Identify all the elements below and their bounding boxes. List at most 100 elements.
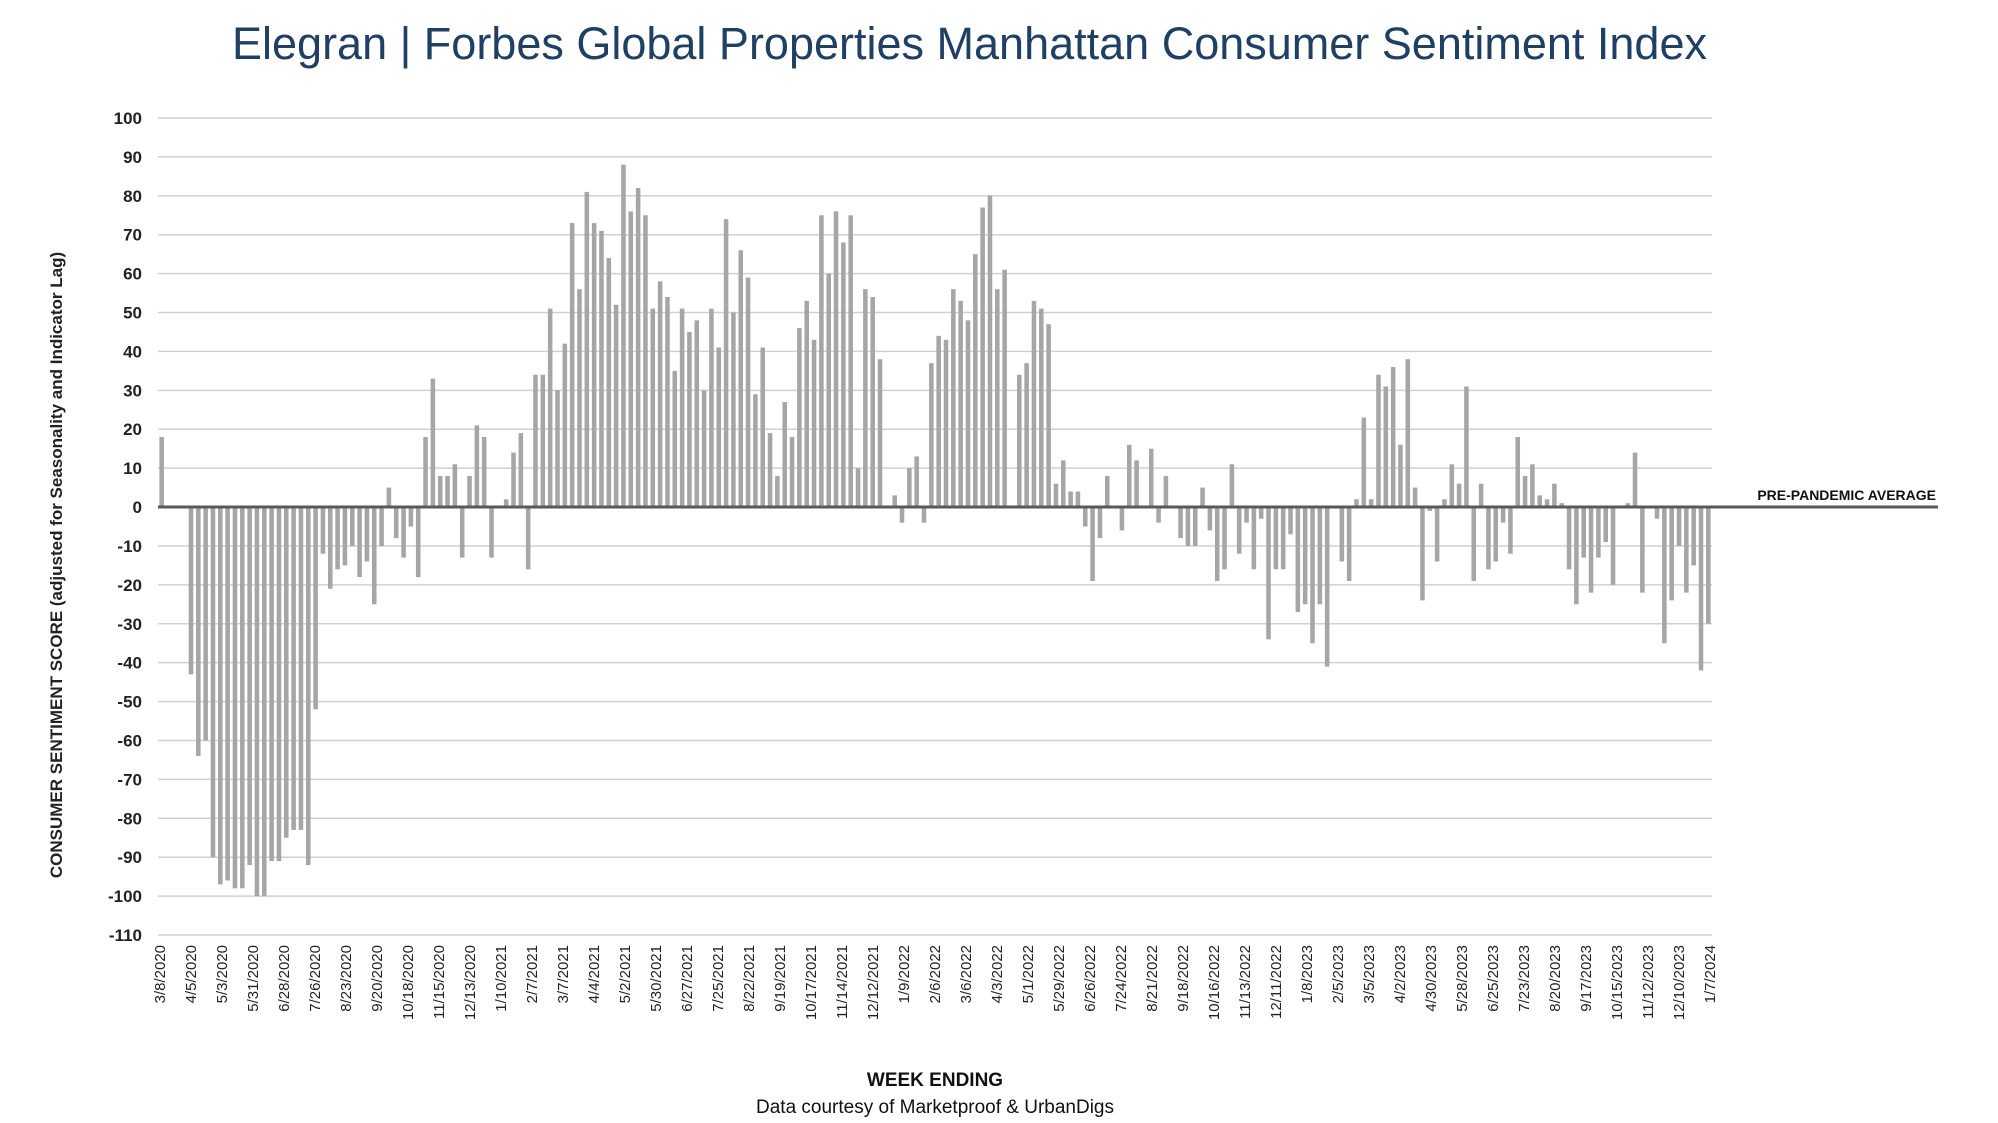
bar (1464, 386, 1469, 508)
x-tick-label: 12/11/2022 (1268, 945, 1285, 1019)
title-rest: Manhattan Consumer Sentiment Index (936, 18, 1707, 69)
bar (1200, 487, 1205, 508)
bar (1676, 507, 1682, 546)
bar (1251, 507, 1257, 570)
bar (269, 507, 274, 862)
bar (481, 437, 487, 508)
bar (789, 437, 795, 508)
x-tick-label: 7/26/2020 (307, 945, 324, 1012)
bar (621, 164, 626, 508)
bar (613, 304, 619, 508)
bar (1376, 374, 1381, 508)
x-tick-label: 5/29/2022 (1051, 945, 1068, 1012)
bar (1280, 507, 1286, 570)
bar (635, 188, 641, 508)
bar (533, 374, 538, 508)
bar (1434, 507, 1440, 562)
bar (364, 507, 370, 562)
bar (555, 390, 560, 508)
bar (1383, 386, 1389, 508)
bar (313, 507, 318, 710)
pre-pandemic-average-label: PRE-PANDEMIC AVERAGE (1757, 487, 1936, 503)
bar (709, 308, 714, 508)
bar (1156, 507, 1161, 523)
bar (1346, 507, 1352, 581)
bar (489, 507, 494, 558)
bar (672, 370, 678, 508)
y-tick-label: 60 (123, 265, 142, 284)
bar (679, 308, 685, 508)
bar (877, 359, 883, 508)
bar (1068, 491, 1073, 508)
bar (782, 402, 788, 508)
bar (547, 308, 553, 508)
bar (826, 273, 831, 508)
bar (995, 289, 1000, 508)
bar (819, 215, 824, 508)
bar (1361, 417, 1367, 508)
bar (1163, 475, 1169, 508)
x-tick-label: 4/4/2021 (586, 945, 603, 1003)
bar (320, 507, 326, 554)
bar (430, 378, 436, 508)
y-tick-label: -40 (117, 654, 142, 673)
bar (445, 475, 450, 508)
bar (1552, 483, 1557, 508)
x-tick-label: 10/15/2023 (1609, 945, 1626, 1020)
y-tick-label: -60 (117, 731, 142, 750)
bar (415, 507, 421, 578)
bar (943, 339, 949, 508)
x-tick-label: 4/30/2023 (1423, 945, 1440, 1012)
x-tick-label: 9/20/2020 (369, 945, 386, 1012)
x-tick-label: 7/23/2023 (1516, 945, 1533, 1012)
x-tick-label: 12/13/2020 (462, 945, 479, 1020)
x-tick-label: 5/31/2020 (245, 945, 262, 1012)
bar (921, 507, 927, 523)
data-source-note: Data courtesy of Marketproof & UrbanDigs (756, 1097, 1114, 1118)
bar (232, 507, 238, 889)
y-tick-label: 30 (123, 381, 142, 400)
bar (203, 507, 208, 741)
x-tick-label: 6/28/2020 (276, 945, 293, 1012)
x-tick-label: 10/17/2021 (803, 945, 820, 1020)
x-tick-label: 12/12/2021 (865, 945, 882, 1020)
bar (687, 331, 692, 508)
y-tick-label: 90 (123, 148, 142, 167)
bar (1324, 507, 1330, 667)
bar (1574, 507, 1579, 605)
bar (1288, 507, 1293, 535)
bar (892, 495, 897, 508)
bar (1310, 507, 1315, 644)
y-tick-label: 70 (123, 226, 142, 245)
x-tick-label: 11/13/2022 (1237, 945, 1254, 1019)
bar (804, 300, 809, 508)
bar (1654, 507, 1660, 519)
bar (1075, 491, 1081, 508)
bar (591, 223, 597, 508)
x-tick-label: 4/3/2022 (989, 945, 1006, 1003)
bar (797, 328, 802, 508)
bar (987, 195, 993, 508)
bar (1214, 507, 1220, 581)
y-tick-label: -20 (117, 576, 142, 595)
bar (408, 507, 414, 527)
y-tick-label: -110 (109, 926, 142, 945)
bar (1544, 499, 1550, 508)
bar (467, 475, 472, 508)
bar (305, 507, 311, 865)
bar (1632, 452, 1638, 508)
bar (335, 507, 340, 570)
bar (1236, 507, 1242, 554)
bar (907, 468, 912, 508)
bar (1691, 507, 1696, 566)
x-tick-label: 5/2/2021 (617, 945, 634, 1003)
bar (1090, 507, 1095, 581)
x-tick-label: 3/5/2023 (1361, 945, 1378, 1003)
bar (863, 289, 868, 508)
bar (188, 507, 194, 675)
bar (936, 335, 941, 508)
bar (1566, 507, 1572, 570)
y-tick-label: 20 (123, 420, 142, 439)
y-tick-label: 0 (133, 498, 142, 517)
bar (240, 507, 245, 889)
